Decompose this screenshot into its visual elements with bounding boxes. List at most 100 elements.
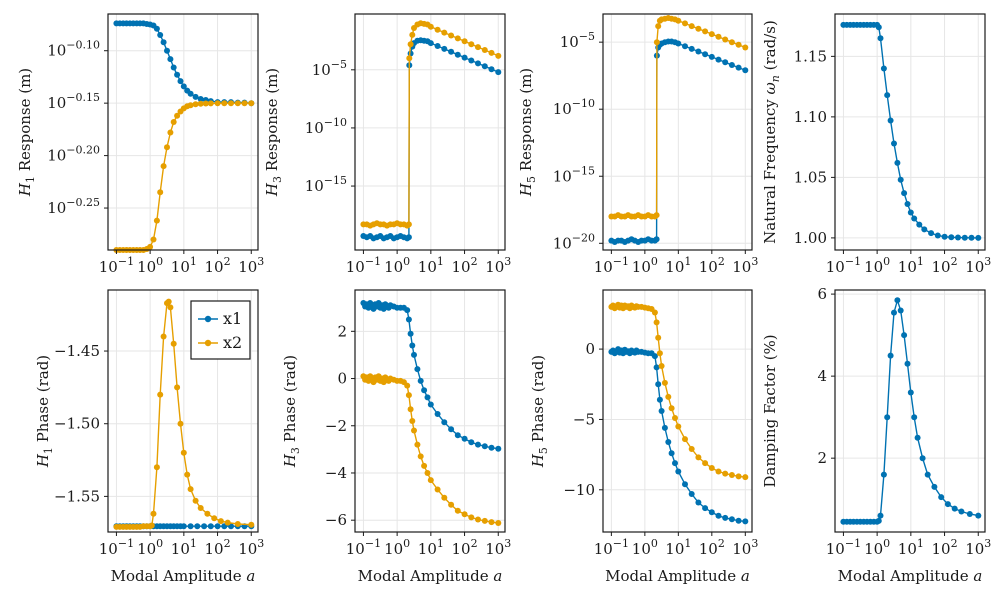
data-point-x2 xyxy=(157,189,164,196)
data-point-x2 xyxy=(488,519,495,526)
data-point-x2 xyxy=(424,470,431,476)
x-tick-label: 102 xyxy=(452,537,478,558)
x-tick-label: 10−1 xyxy=(594,255,629,276)
y-tick-label: 0 xyxy=(337,370,347,388)
data-point-x2 xyxy=(468,514,475,521)
data-point-x2 xyxy=(475,44,481,51)
data-point-x1 xyxy=(468,439,475,446)
data-point-x1 xyxy=(405,234,412,241)
x-tick-label: 101 xyxy=(665,255,691,276)
plot-frame xyxy=(602,13,753,251)
data-point-x2 xyxy=(665,393,672,400)
data-point-x2 xyxy=(224,519,231,526)
data-point-x2 xyxy=(406,55,413,62)
data-point-x1 xyxy=(877,512,884,519)
data-point-x2 xyxy=(157,391,164,398)
data-point-x2 xyxy=(682,20,688,27)
y-tick-label: 1.10 xyxy=(794,108,827,126)
data-point-x1 xyxy=(417,377,424,384)
data-point-x2 xyxy=(160,333,167,340)
data-point-x1 xyxy=(407,330,414,337)
data-point-x2 xyxy=(192,101,199,108)
y-tick-label: 10−20 xyxy=(553,231,595,252)
panel-h5-response: 10−1 100 101 102 103 10−5 10−10 10−15 10−20 H5 Re… xyxy=(517,13,758,276)
data-point-x2 xyxy=(405,392,412,399)
data-point-x1 xyxy=(177,78,184,85)
data-point-x1 xyxy=(454,51,461,58)
data-point-x1 xyxy=(421,387,428,394)
data-point-x1 xyxy=(655,381,662,388)
x-tick-label: 103 xyxy=(485,255,511,276)
x-tick-label: 100 xyxy=(384,537,410,558)
plot-frame xyxy=(834,13,986,251)
data-point-x2 xyxy=(653,319,660,326)
legend-marker-x1 xyxy=(204,315,212,323)
data-point-x2 xyxy=(427,23,434,30)
data-point-x1 xyxy=(414,366,421,373)
x-tick-label: 100 xyxy=(864,537,890,558)
data-point-x2 xyxy=(214,100,221,107)
plot-frame xyxy=(354,289,506,533)
data-point-x2 xyxy=(160,163,167,170)
data-point-x1 xyxy=(409,342,416,349)
data-point-x2 xyxy=(197,505,204,511)
data-point-x2 xyxy=(411,427,417,434)
data-point-x1 xyxy=(448,48,455,55)
data-point-x1 xyxy=(475,441,481,448)
data-point-x2 xyxy=(481,47,488,53)
data-point-x1 xyxy=(675,468,682,475)
data-point-x1 xyxy=(194,523,201,530)
data-point-x1 xyxy=(167,56,174,63)
data-point-x2 xyxy=(434,486,441,493)
data-point-x1 xyxy=(934,232,941,239)
data-point-x1 xyxy=(651,353,658,360)
data-point-x1 xyxy=(153,25,160,32)
data-point-x1 xyxy=(475,60,481,67)
data-point-x1 xyxy=(656,396,663,403)
y-tick-label: 0 xyxy=(585,340,595,358)
x-tick-label: 10−1 xyxy=(594,537,629,558)
data-point-x2 xyxy=(234,100,241,107)
data-point-x1 xyxy=(688,491,695,497)
legend-box xyxy=(190,300,251,360)
data-point-x1 xyxy=(461,54,468,61)
data-point-x1 xyxy=(901,332,908,339)
data-point-x2 xyxy=(735,41,742,48)
data-point-x2 xyxy=(653,212,660,219)
data-point-x2 xyxy=(407,41,414,48)
x-tick-label: 101 xyxy=(171,255,197,276)
legend-marker-x2 xyxy=(204,339,212,347)
panel-natural-frequency: 10−1 100 101 102 103 1.00 1.05 1.10 1.15 Natural … xyxy=(761,13,991,276)
data-point-x2 xyxy=(153,464,160,471)
data-point-x2 xyxy=(715,468,722,475)
data-point-x2 xyxy=(702,28,709,35)
y-axis-label: H3 Response (m) xyxy=(263,68,284,197)
data-point-x2 xyxy=(722,470,729,477)
data-point-x1 xyxy=(742,518,749,525)
data-point-x1 xyxy=(164,47,170,54)
data-point-x2 xyxy=(167,304,174,311)
y-axis-label: H3 Phase (rad) xyxy=(281,355,302,468)
y-tick-label: 6 xyxy=(817,285,827,303)
data-point-x1 xyxy=(488,66,495,73)
x-tick-label: 102 xyxy=(699,255,725,276)
data-point-x2 xyxy=(409,31,416,38)
x-tick-label: 100 xyxy=(137,537,163,558)
x-tick-label: 103 xyxy=(238,537,264,558)
data-point-x1 xyxy=(708,53,715,60)
data-point-x1 xyxy=(728,62,735,68)
data-point-x2 xyxy=(417,453,424,460)
data-point-x2 xyxy=(661,379,668,386)
data-point-x1 xyxy=(891,309,897,316)
x-tick-label: 101 xyxy=(898,537,924,558)
data-point-x2 xyxy=(655,334,662,341)
data-point-x2 xyxy=(468,41,475,48)
data-point-x2 xyxy=(427,477,434,484)
y-axis-label: H1 Phase (rad) xyxy=(34,355,55,468)
data-point-x2 xyxy=(202,100,209,107)
data-point-x1 xyxy=(904,360,911,367)
data-point-x1 xyxy=(875,24,882,31)
data-point-x2 xyxy=(475,516,481,523)
data-point-x1 xyxy=(919,455,926,462)
data-point-x2 xyxy=(147,243,154,250)
